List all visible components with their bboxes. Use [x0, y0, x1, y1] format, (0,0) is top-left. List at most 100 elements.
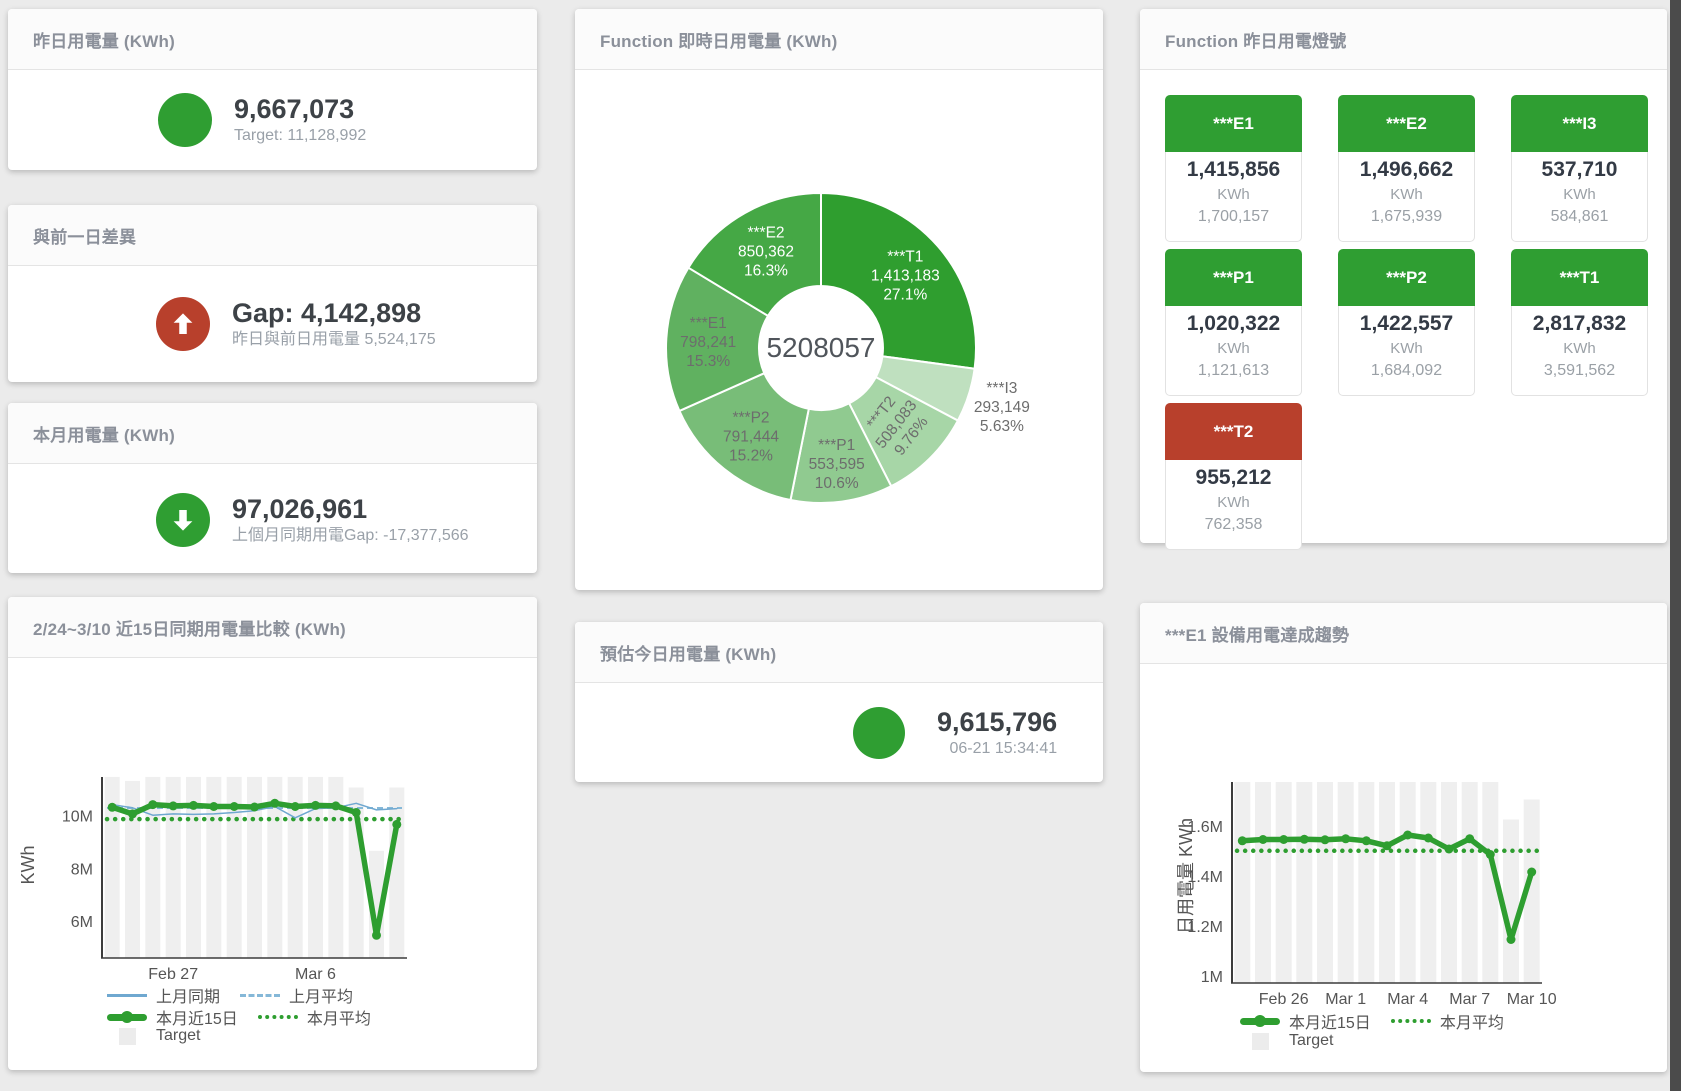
day-gap-value: Gap: 4,142,898 [232, 298, 422, 328]
card-header: 與前一日差異 [8, 205, 537, 266]
svg-text:1.2M: 1.2M [1187, 919, 1223, 936]
card-header: 預估今日用電量 (KWh) [575, 622, 1103, 683]
device-tile-t2[interactable]: ***T2 955,212 KWh 762,358 [1165, 403, 1302, 550]
card-realtime-donut: Function 即時日用電量 (KWh) ***T1 1,413,183 27.1… [575, 9, 1103, 590]
legend-target[interactable]: Target [107, 1027, 200, 1045]
gray-box-icon [1251, 1032, 1269, 1050]
device-tile-label: ***P1 [1165, 249, 1302, 306]
e1-trend-chart[interactable]: 1M 1.2M 1.4M 1.6M Feb 26 Mar 1 Mar 4 Mar 7 Mar 1… [1140, 664, 1667, 1007]
svg-text:Mar 1: Mar 1 [1325, 991, 1366, 1007]
device-tile-unit: KWh [1217, 494, 1250, 511]
estimate-timestamp: 06-21 15:34:41 [949, 740, 1058, 757]
svg-text:8M: 8M [71, 861, 93, 878]
device-tile-e1[interactable]: ***E1 1,415,856 KWh 1,700,157 [1165, 95, 1302, 242]
legend-row: Target [1240, 1032, 1353, 1050]
device-tile-target: 1,121,613 [1197, 362, 1270, 379]
realtime-usage-donut-chart[interactable]: ***T1 1,413,183 27.1%***I3 293,149 5.63%***T… [575, 70, 1103, 590]
green-line-icon [107, 1011, 147, 1023]
card-header: Function 即時日用電量 (KWh) [575, 9, 1103, 70]
svg-text:Mar 6: Mar 6 [295, 966, 336, 983]
legend-row: 本月近15日 本月平均 [107, 1005, 391, 1029]
blue-dashed-line-icon [240, 993, 281, 997]
green-dotted-line-icon [1390, 1019, 1431, 1023]
card-title: 2/24~3/10 近15日同期用電量比較 (KWh) [33, 619, 346, 639]
card-title: 昨日用電量 (KWh) [33, 31, 175, 51]
svg-text:Feb 27: Feb 27 [148, 966, 198, 983]
legend-target[interactable]: Target [1240, 1032, 1333, 1050]
device-tile-label: ***T2 [1165, 403, 1302, 460]
device-tile-value: 1,422,557 [1359, 312, 1454, 335]
svg-text:Mar 10: Mar 10 [1507, 991, 1557, 1007]
card-estimate-today: 預估今日用電量 (KWh) 9,615,796 06-21 15:34:41 [575, 622, 1103, 782]
svg-text:1.4M: 1.4M [1187, 869, 1223, 886]
device-tile-label: ***E2 [1338, 95, 1475, 152]
device-tile-unit: KWh [1217, 340, 1250, 357]
svg-text:1.6M: 1.6M [1187, 819, 1223, 836]
device-tile-target: 762,358 [1204, 516, 1263, 533]
svg-text:KWh: KWh [18, 845, 38, 884]
svg-text:10M: 10M [62, 809, 93, 826]
status-circle-icon [853, 707, 905, 759]
device-tile-target: 1,684,092 [1370, 362, 1443, 379]
device-tile-label: ***I3 [1511, 95, 1648, 152]
device-tile-unit: KWh [1390, 186, 1423, 203]
card-title: 預估今日用電量 (KWh) [600, 644, 777, 664]
device-tile-p2[interactable]: ***P2 1,422,557 KWh 1,684,092 [1338, 249, 1475, 396]
card-title: 本月用電量 (KWh) [33, 425, 175, 445]
card-yesterday-usage: 昨日用電量 (KWh) 9,667,073 Target: 11,128,992 [8, 9, 537, 170]
compare-15day-chart[interactable]: 6M 8M 10M Feb 27 Mar 6 KWh [8, 658, 537, 985]
device-tile-value: 1,496,662 [1359, 158, 1454, 181]
legend-this-month-avg[interactable]: 本月平均 [1390, 1009, 1504, 1033]
svg-text:1M: 1M [1201, 969, 1223, 986]
svg-text:Feb 26: Feb 26 [1259, 991, 1309, 1007]
device-tile-label: ***T1 [1511, 249, 1648, 306]
card-header: Function 昨日用電燈號 [1140, 9, 1667, 70]
card-header: ***E1 設備用電達成趨勢 [1140, 603, 1667, 664]
svg-text:日用電量 KWh: 日用電量 KWh [1176, 818, 1196, 934]
legend-this-month-line[interactable]: 本月近15日 [107, 1005, 238, 1029]
device-tile-label: ***E1 [1165, 95, 1302, 152]
device-tile-value: 1,415,856 [1186, 158, 1281, 181]
window-scrollbar[interactable] [1670, 0, 1681, 1091]
legend-this-month-avg[interactable]: 本月平均 [257, 1005, 371, 1029]
card-title: ***E1 設備用電達成趨勢 [1165, 625, 1350, 645]
device-tile-value: 955,212 [1195, 466, 1272, 489]
device-tile-t1[interactable]: ***T1 2,817,832 KWh 3,591,562 [1511, 249, 1648, 396]
device-tile-grid: ***E1 1,415,856 KWh 1,700,157 ***E2 1,49… [1165, 95, 1648, 550]
card-title: Function 昨日用電燈號 [1165, 31, 1347, 51]
yesterday-usage-target: Target: 11,128,992 [234, 127, 367, 144]
legend-row: 本月近15日 本月平均 [1240, 1009, 1524, 1033]
device-tile-p1[interactable]: ***P1 1,020,322 KWh 1,121,613 [1165, 249, 1302, 396]
device-tile-unit: KWh [1563, 340, 1596, 357]
card-device-lights: Function 昨日用電燈號 ***E1 1,415,856 KWh 1,70… [1140, 9, 1667, 550]
device-tile-value: 2,817,832 [1532, 312, 1627, 335]
month-usage-gap: 上個月同期用電Gap: -17,377,566 [232, 527, 469, 544]
legend-last-month-avg[interactable]: 上月平均 [240, 983, 353, 1007]
arrow-up-icon [156, 297, 210, 351]
card-compare-15day-chart: 2/24~3/10 近15日同期用電量比較 (KWh) 6M 8M 10M Feb 2… [8, 597, 537, 1070]
device-tile-value: 1,020,322 [1186, 312, 1281, 335]
status-circle-icon [158, 93, 212, 147]
device-tile-target: 584,861 [1550, 208, 1609, 225]
device-tile-value: 537,710 [1541, 158, 1618, 181]
device-tile-i3[interactable]: ***I3 537,710 KWh 584,861 [1511, 95, 1648, 242]
device-tile-e2[interactable]: ***E2 1,496,662 KWh 1,675,939 [1338, 95, 1475, 242]
card-header: 本月用電量 (KWh) [8, 403, 537, 464]
card-title: Function 即時日用電量 (KWh) [600, 31, 838, 51]
card-month-usage: 本月用電量 (KWh) 97,026,961 上個月同期用電Gap: -17,3… [8, 403, 537, 573]
legend-last-month-line[interactable]: 上月同期 [107, 983, 220, 1007]
arrow-down-icon [156, 493, 210, 547]
svg-text:6M: 6M [71, 914, 93, 931]
estimate-today-value: 9,615,796 [937, 707, 1058, 737]
green-dotted-line-icon [257, 1015, 298, 1019]
legend-row: Target [107, 1027, 220, 1045]
blue-line-icon [107, 993, 147, 997]
legend-row: 上月同期 上月平均 [107, 983, 373, 1007]
legend-this-month-line[interactable]: 本月近15日 [1240, 1009, 1371, 1033]
device-tile-target: 3,591,562 [1543, 362, 1616, 379]
